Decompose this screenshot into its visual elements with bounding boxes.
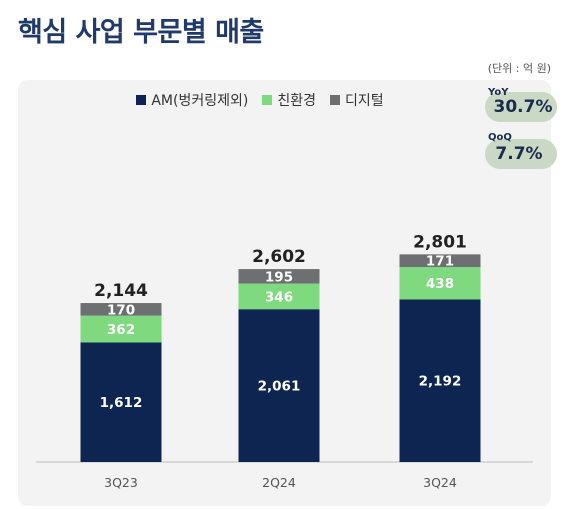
chart-legend: AM(벙커링제외) 친환경 디지털 — [0, 90, 520, 110]
yoy-value: 30.7% — [493, 97, 553, 117]
qoq-value: 7.7% — [495, 144, 543, 164]
yoy-label: YoY — [488, 87, 509, 98]
total-label-3Q24: 2,801 — [413, 232, 467, 252]
legend-label-eco: 친환경 — [277, 93, 316, 109]
legend-swatch-am — [136, 95, 147, 105]
x-tick-label-3Q23: 3Q23 — [104, 475, 138, 490]
data-label-digital-3Q24: 171 — [426, 254, 454, 270]
bar-segment-am-2Q24 — [238, 309, 320, 462]
total-label-2Q24: 2,602 — [252, 247, 306, 267]
data-label-am-3Q23: 1,612 — [100, 395, 143, 411]
data-label-am-2Q24: 2,061 — [258, 379, 301, 395]
bar-segment-eco-3Q24 — [399, 267, 481, 300]
legend-swatch-digital — [329, 95, 340, 105]
data-label-am-3Q24: 2,192 — [419, 374, 462, 390]
data-label-eco-2Q24: 346 — [265, 289, 293, 305]
legend-item-digital: 디지털 — [329, 90, 384, 110]
bar-segment-eco-2Q24 — [238, 283, 320, 310]
unit-note: (단위 : 억 원) — [487, 62, 551, 75]
legend-item-am: AM(벙커링제외) — [136, 90, 248, 110]
chart-panel: 1,612 362 170 2,144 3Q23 2,061 346 195 2,602 2Q24… — [18, 80, 551, 506]
x-tick-label-3Q24: 3Q24 — [423, 475, 457, 490]
legend-swatch-eco — [262, 95, 273, 105]
bar-segment-am-3Q23 — [80, 342, 162, 462]
data-label-eco-3Q23: 362 — [107, 322, 135, 338]
bar-segment-am-3Q24 — [399, 299, 481, 462]
legend-label-am: AM(벙커링제외) — [151, 93, 249, 109]
bar-segment-digital-3Q23 — [80, 303, 162, 316]
total-label-3Q23: 2,144 — [94, 281, 148, 301]
x-tick-label-2Q24: 2Q24 — [262, 475, 296, 490]
yoy-badge — [485, 92, 557, 122]
page-title: 핵심 사업 부문별 매출 — [18, 17, 264, 48]
bar-segment-digital-2Q24 — [238, 269, 320, 284]
qoq-label: QoQ — [488, 132, 512, 143]
data-label-digital-2Q24: 195 — [265, 269, 293, 285]
data-label-digital-3Q23: 170 — [107, 302, 135, 318]
legend-label-digital: 디지털 — [344, 93, 384, 109]
legend-item-eco: 친환경 — [262, 90, 316, 110]
bar-segment-digital-3Q24 — [399, 254, 481, 268]
bar-segment-eco-3Q23 — [80, 315, 162, 343]
data-label-eco-3Q24: 438 — [426, 276, 454, 292]
qoq-badge — [485, 139, 557, 169]
